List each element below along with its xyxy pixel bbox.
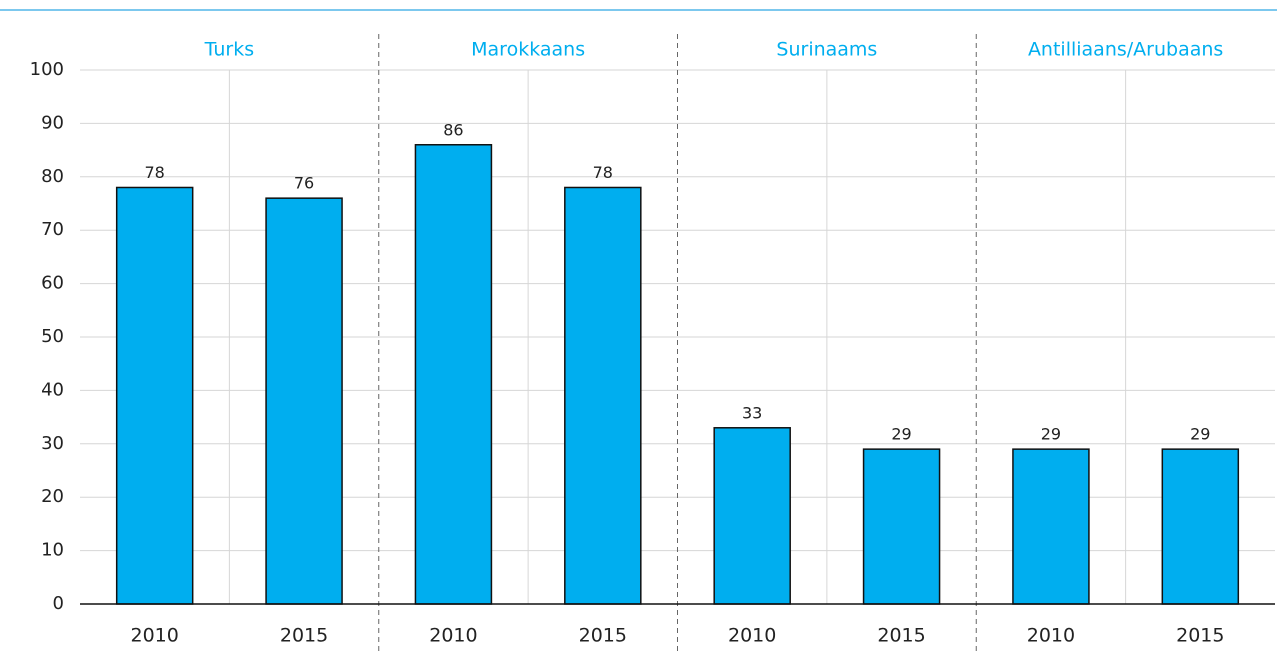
y-tick-label: 20 [41,486,64,507]
group-label: Surinaams [776,39,877,61]
bar [414,144,493,605]
y-tick-label: 30 [41,433,64,454]
y-tick-label: 10 [41,540,64,561]
y-tick-label: 80 [41,166,64,187]
bar [862,448,941,605]
y-tick-label: 90 [41,112,64,133]
bar [564,186,642,605]
bar [115,186,194,605]
y-tick-label: 40 [41,379,64,400]
x-tick-label: 2015 [877,625,925,647]
data-label: 76 [294,174,314,193]
x-tick-label: 2010 [429,625,477,647]
data-label: 78 [593,163,613,182]
group-label: Antilliaans/Arubaans [1028,39,1223,61]
y-tick-label: 70 [41,219,64,240]
bar [713,427,791,605]
bar [265,197,343,605]
x-tick-label: 2015 [280,625,328,647]
y-tick-label: 100 [30,59,64,80]
data-label: 78 [145,163,165,182]
x-tick-label: 2015 [1176,625,1224,647]
data-label: 29 [891,425,911,444]
y-tick-label: 50 [41,326,64,347]
y-tick-label: 60 [41,273,64,294]
x-tick-label: 2010 [1027,625,1075,647]
data-label: 86 [443,120,463,139]
x-tick-label: 2015 [579,625,627,647]
group-label: Marokkaans [471,39,585,61]
y-tick-label: 0 [53,593,64,614]
group-label: Turks [204,39,254,61]
x-tick-label: 2010 [131,625,179,647]
x-tick-label: 2010 [728,625,776,647]
bar [1012,448,1090,605]
data-label: 33 [742,403,762,422]
data-label: 29 [1041,425,1061,444]
bar [1161,448,1240,605]
data-label: 29 [1190,425,1210,444]
